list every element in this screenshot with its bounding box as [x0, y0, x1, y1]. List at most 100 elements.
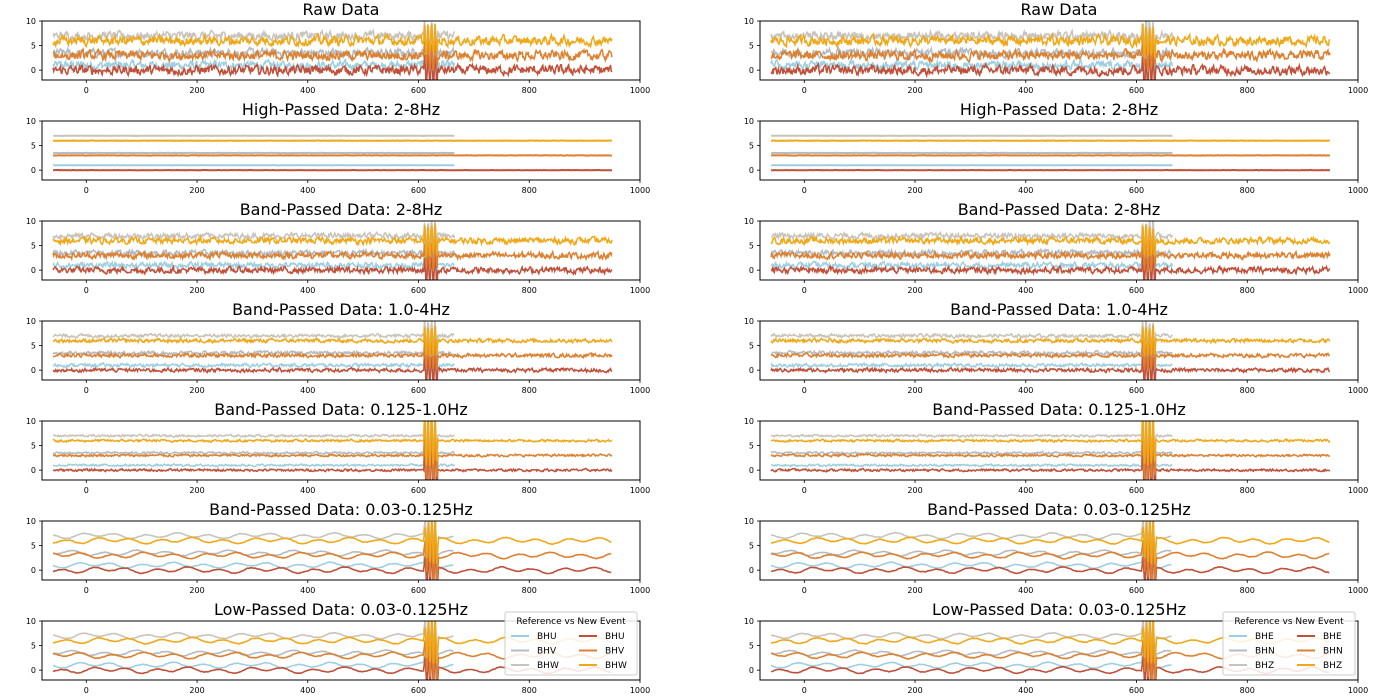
series-reference-0 [52, 642, 454, 680]
panel-0-3: Band-Passed Data: 1.0-4Hz 0 200 400 600 800 10… [26, 300, 650, 395]
x-tick-label: 600 [1129, 486, 1144, 495]
x-tick-label: 1000 [630, 286, 650, 295]
panel-title: Band-Passed Data: 1.0-4Hz [950, 300, 1168, 319]
x-tick-label: 0 [84, 286, 89, 295]
legend-box [504, 611, 638, 676]
series-new-event-1 [53, 532, 612, 580]
legend-title: Reference vs New Event [1234, 617, 1344, 627]
panel-0-0: Raw Data 0 200 400 600 800 1000 0 5 10 [26, 0, 650, 95]
x-tick-label: 1000 [630, 586, 650, 595]
x-tick-label: 400 [1018, 386, 1033, 395]
x-tick-label: 800 [1240, 386, 1255, 395]
x-tick-label: 600 [411, 386, 426, 395]
series-new-event-0 [52, 543, 612, 580]
series-reference-2 [771, 221, 1174, 252]
x-tick-label: 1000 [1348, 586, 1368, 595]
y-tick-label: 10 [26, 217, 36, 226]
series-new-event-1 [770, 533, 1330, 580]
legend-label-reference: BHE [1255, 632, 1274, 642]
x-tick-label: 200 [907, 486, 922, 495]
legend-box [1222, 611, 1356, 676]
panel-0-5: Band-Passed Data: 0.03-0.125Hz 0 200 400 600… [26, 500, 650, 595]
series-reference-2 [770, 21, 1174, 51]
series-new-event-0 [770, 254, 1331, 280]
x-tick-label: 400 [300, 286, 315, 295]
x-tick-label: 200 [907, 286, 922, 295]
series-reference-2 [771, 621, 1172, 661]
panel-title: Low-Passed Data: 0.03-0.125Hz [932, 600, 1186, 619]
y-tick-label: 10 [744, 417, 754, 426]
panel-0-2: Band-Passed Data: 2-8Hz 0 200 400 600 800 1000… [26, 200, 650, 295]
x-tick-label: 200 [907, 86, 922, 95]
x-tick-label: 800 [522, 686, 537, 695]
x-tick-label: 1000 [1348, 286, 1368, 295]
x-tick-label: 0 [802, 686, 807, 695]
series-new-event-1 [770, 430, 1331, 480]
y-tick-label: 0 [31, 66, 36, 75]
panel-1-2: Band-Passed Data: 2-8Hz 0 200 400 600 800 1000… [744, 200, 1368, 295]
x-tick-label: 600 [1129, 86, 1144, 95]
x-tick-label: 0 [802, 486, 807, 495]
series-reference-2 [770, 421, 1173, 461]
legend-label-reference: BHN [1255, 647, 1275, 657]
axes-frame [41, 220, 641, 281]
x-tick-label: 1000 [630, 386, 650, 395]
x-tick-label: 400 [1018, 86, 1033, 95]
axes-frame [759, 320, 1359, 381]
panel-title: Band-Passed Data: 0.125-1.0Hz [932, 400, 1185, 419]
axes-frame [759, 620, 1359, 681]
x-tick-label: 400 [1018, 486, 1033, 495]
y-tick-label: 10 [26, 17, 36, 26]
x-tick-label: 400 [1018, 686, 1033, 695]
panel-title: Raw Data [303, 0, 380, 19]
series-new-event-2 [770, 23, 1331, 61]
x-tick-label: 0 [84, 86, 89, 95]
panel-title: Band-Passed Data: 2-8Hz [240, 200, 443, 219]
y-tick-label: 5 [749, 142, 754, 151]
y-tick-label: 0 [31, 366, 36, 375]
x-tick-label: 400 [300, 386, 315, 395]
y-tick-label: 0 [31, 166, 36, 175]
x-tick-label: 600 [1129, 286, 1144, 295]
panel-1-3: Band-Passed Data: 1.0-4Hz 0 200 400 600 800 10… [744, 300, 1368, 395]
series-new-event-1 [52, 340, 613, 371]
panel-title: Band-Passed Data: 2-8Hz [958, 200, 1161, 219]
x-tick-label: 800 [1240, 686, 1255, 695]
series-reference-0 [52, 542, 454, 580]
series-new-event-2 [52, 421, 613, 467]
series-new-event-0 [771, 168, 1331, 172]
series-new-event-1 [770, 37, 1331, 73]
y-tick-label: 5 [749, 542, 754, 551]
x-tick-label: 200 [189, 86, 204, 95]
series-new-event-2 [52, 23, 613, 55]
x-tick-label: 200 [189, 586, 204, 595]
x-tick-label: 800 [522, 386, 537, 395]
axes-frame [41, 120, 641, 181]
y-tick-label: 0 [31, 466, 36, 475]
x-tick-label: 0 [84, 386, 89, 395]
x-tick-label: 200 [189, 386, 204, 395]
x-tick-label: 0 [84, 186, 89, 195]
series-new-event-2 [52, 223, 613, 258]
x-tick-label: 800 [522, 586, 537, 595]
panel-title: Band-Passed Data: 1.0-4Hz [232, 300, 450, 319]
x-tick-label: 1000 [1348, 386, 1368, 395]
x-tick-label: 400 [300, 686, 315, 695]
x-tick-label: 0 [802, 86, 807, 95]
series-new-event-2 [52, 139, 613, 142]
panel-1-0: Raw Data 0 200 400 600 800 1000 0 5 10 [744, 0, 1368, 95]
x-tick-label: 0 [84, 586, 89, 595]
x-tick-label: 200 [907, 186, 922, 195]
panel-title: Raw Data [1021, 0, 1098, 19]
legend-label-reference: BHV [537, 647, 557, 657]
axes-frame [41, 20, 641, 81]
series-reference-2 [52, 321, 455, 352]
x-tick-label: 600 [411, 686, 426, 695]
series-reference-0 [52, 247, 455, 280]
y-tick-label: 5 [749, 342, 754, 351]
series-new-event-2 [770, 421, 1331, 466]
series-new-event-2 [52, 521, 612, 564]
x-tick-label: 200 [189, 486, 204, 495]
x-tick-label: 400 [1018, 586, 1033, 595]
